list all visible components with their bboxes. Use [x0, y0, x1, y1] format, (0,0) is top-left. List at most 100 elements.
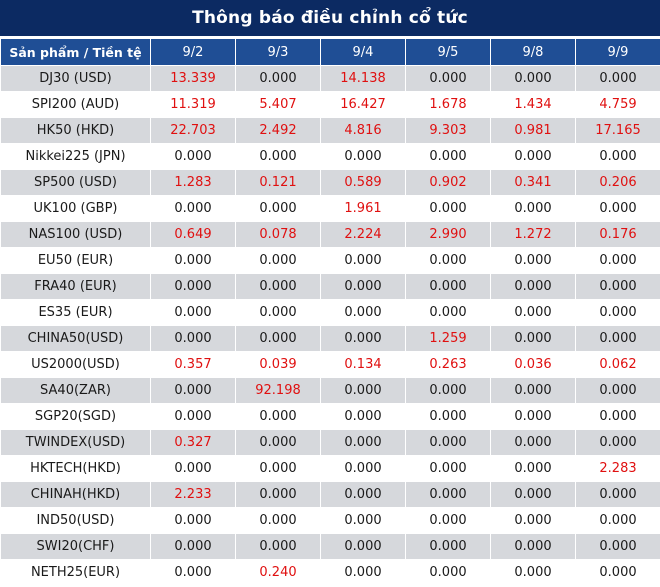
dividend-value: 0.000 — [150, 377, 236, 404]
dividend-value: 1.272 — [490, 221, 576, 248]
dividend-value: 0.000 — [235, 455, 321, 482]
dividend-value: 2.990 — [405, 221, 491, 248]
dividend-value: 0.000 — [405, 143, 491, 170]
dividend-value: 0.000 — [235, 533, 321, 560]
product-name: NAS100 (USD) — [0, 221, 151, 248]
dividend-value: 0.000 — [150, 403, 236, 430]
product-name: HKTECH(HKD) — [0, 455, 151, 482]
dividend-value: 0.000 — [490, 429, 576, 456]
dividend-value: 1.434 — [490, 91, 576, 118]
table-row: SGP20(SGD) 0.000 0.000 0.000 0.000 0.000 0.000 — [0, 403, 660, 430]
table-row: CHINA50(USD) 0.000 0.000 0.000 1.259 0.000 0.0… — [0, 325, 660, 352]
dividend-value: 0.327 — [150, 429, 236, 456]
dividend-value: 0.341 — [490, 169, 576, 196]
dividend-value: 0.000 — [575, 299, 660, 326]
table-row: TWINDEX(USD) 0.327 0.000 0.000 0.000 0.000 0.0… — [0, 429, 660, 456]
dividend-value: 0.000 — [235, 325, 321, 352]
table-row: HK50 (HKD) 22.703 2.492 4.816 9.303 0.981 17.1… — [0, 117, 660, 144]
product-name: US2000(USD) — [0, 351, 151, 378]
dividend-value: 0.000 — [320, 299, 406, 326]
table-row: UK100 (GBP) 0.000 0.000 1.961 0.000 0.000 0.00… — [0, 195, 660, 222]
dividend-value: 0.240 — [235, 559, 321, 586]
dividend-value: 0.000 — [235, 403, 321, 430]
dividend-value: 0.000 — [490, 65, 576, 92]
table-row: NETH25(EUR) 0.000 0.240 0.000 0.000 0.000 0.00… — [0, 559, 660, 586]
dividend-value: 0.000 — [320, 247, 406, 274]
dividend-value: 0.357 — [150, 351, 236, 378]
dividend-value: 0.000 — [490, 247, 576, 274]
column-header-date: 9/9 — [575, 38, 660, 66]
dividend-value: 0.000 — [405, 65, 491, 92]
dividend-value: 0.000 — [320, 507, 406, 534]
product-name: HK50 (HKD) — [0, 117, 151, 144]
dividend-value: 0.000 — [150, 195, 236, 222]
table-body: DJ30 (USD) 13.339 0.000 14.138 0.000 0.000 0.0… — [0, 65, 660, 586]
dividend-value: 0.000 — [575, 65, 660, 92]
dividend-value: 0.000 — [235, 429, 321, 456]
product-name: EU50 (EUR) — [0, 247, 151, 274]
dividend-table: Sản phẩm / Tiền tệ 9/2 9/3 9/4 9/5 9/8 9… — [0, 38, 660, 586]
table-row: EU50 (EUR) 0.000 0.000 0.000 0.000 0.000 0.000 — [0, 247, 660, 274]
product-name: SWI20(CHF) — [0, 533, 151, 560]
dividend-value: 0.121 — [235, 169, 321, 196]
dividend-value: 0.263 — [405, 351, 491, 378]
dividend-value: 0.000 — [405, 403, 491, 430]
dividend-value: 0.902 — [405, 169, 491, 196]
dividend-value: 0.000 — [150, 507, 236, 534]
table-row: SA40(ZAR) 0.000 92.198 0.000 0.000 0.000 0.000 — [0, 377, 660, 404]
column-header-date: 9/2 — [150, 38, 236, 66]
dividend-value: 0.000 — [320, 403, 406, 430]
dividend-value: 0.039 — [235, 351, 321, 378]
dividend-value: 0.000 — [405, 533, 491, 560]
dividend-value: 0.000 — [490, 403, 576, 430]
dividend-value: 0.000 — [235, 247, 321, 274]
dividend-value: 17.165 — [575, 117, 660, 144]
table-row: CHINAH(HKD) 2.233 0.000 0.000 0.000 0.000 0.00… — [0, 481, 660, 508]
table-row: SPI200 (AUD) 11.319 5.407 16.427 1.678 1.434 4… — [0, 91, 660, 118]
dividend-value: 0.000 — [320, 455, 406, 482]
dividend-value: 1.283 — [150, 169, 236, 196]
dividend-value: 0.000 — [150, 247, 236, 274]
table-row: ES35 (EUR) 0.000 0.000 0.000 0.000 0.000 0.000 — [0, 299, 660, 326]
dividend-value: 0.000 — [320, 143, 406, 170]
product-name: ES35 (EUR) — [0, 299, 151, 326]
dividend-value: 0.078 — [235, 221, 321, 248]
dividend-value: 1.259 — [405, 325, 491, 352]
dividend-value: 0.000 — [150, 143, 236, 170]
table-row: FRA40 (EUR) 0.000 0.000 0.000 0.000 0.000 0.00… — [0, 273, 660, 300]
dividend-value: 0.000 — [235, 481, 321, 508]
dividend-value: 0.000 — [235, 273, 321, 300]
product-name: IND50(USD) — [0, 507, 151, 534]
dividend-value: 1.961 — [320, 195, 406, 222]
dividend-value: 0.000 — [150, 325, 236, 352]
dividend-value: 0.000 — [575, 533, 660, 560]
table-row: HKTECH(HKD) 0.000 0.000 0.000 0.000 0.000 2.28… — [0, 455, 660, 482]
dividend-value: 0.000 — [405, 507, 491, 534]
page-title: Thông báo điều chỉnh cổ tức — [0, 0, 660, 38]
product-name: SGP20(SGD) — [0, 403, 151, 430]
dividend-value: 0.649 — [150, 221, 236, 248]
dividend-value: 0.000 — [575, 507, 660, 534]
dividend-value: 0.000 — [320, 481, 406, 508]
dividend-value: 0.176 — [575, 221, 660, 248]
dividend-value: 2.224 — [320, 221, 406, 248]
dividend-value: 0.000 — [320, 273, 406, 300]
dividend-value: 0.000 — [405, 195, 491, 222]
dividend-value: 0.000 — [150, 273, 236, 300]
column-header-date: 9/5 — [405, 38, 491, 66]
dividend-value: 2.233 — [150, 481, 236, 508]
dividend-value: 0.000 — [490, 533, 576, 560]
dividend-value: 0.206 — [575, 169, 660, 196]
dividend-value: 0.000 — [490, 377, 576, 404]
dividend-value: 0.000 — [575, 403, 660, 430]
dividend-value: 14.138 — [320, 65, 406, 92]
dividend-value: 0.000 — [405, 429, 491, 456]
dividend-value: 0.062 — [575, 351, 660, 378]
dividend-value: 0.000 — [405, 299, 491, 326]
dividend-value: 1.678 — [405, 91, 491, 118]
dividend-value: 13.339 — [150, 65, 236, 92]
dividend-value: 0.000 — [405, 247, 491, 274]
dividend-value: 0.000 — [320, 533, 406, 560]
header-row: Sản phẩm / Tiền tệ 9/2 9/3 9/4 9/5 9/8 9… — [0, 38, 660, 66]
